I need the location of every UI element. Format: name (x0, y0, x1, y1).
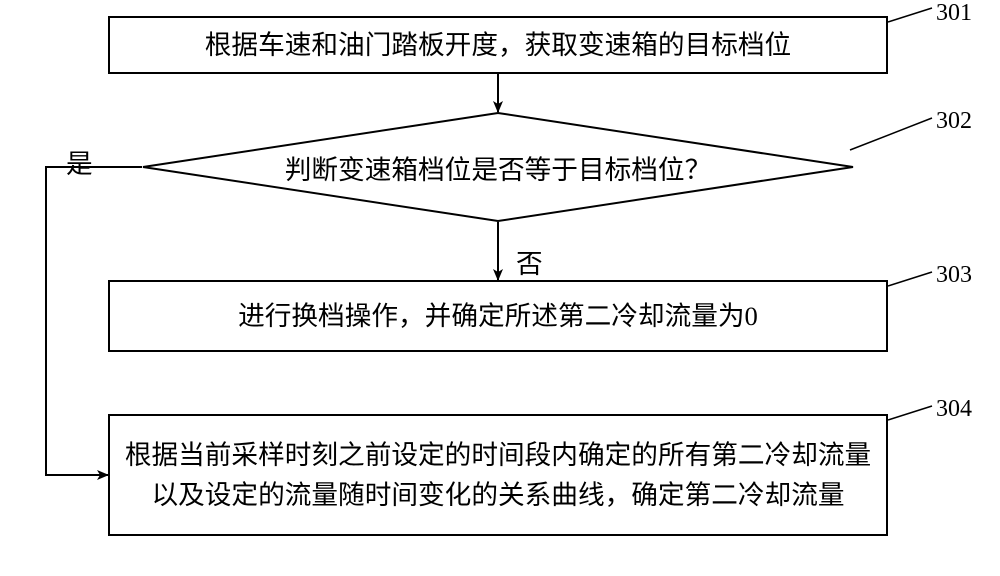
flowchart-canvas: 根据车速和油门踏板开度，获取变速箱的目标档位 判断变速箱档位是否等于目标档位？ … (0, 0, 1000, 576)
edge-label-no: 否 (516, 242, 543, 281)
decision-box-302: 判断变速箱档位是否等于目标档位？ (142, 112, 854, 222)
ref-label-301: 301 (936, 0, 972, 27)
ref-label-304: 304 (936, 396, 972, 423)
process-box-301: 根据车速和油门踏板开度，获取变速箱的目标档位 (108, 16, 888, 74)
decision-text-302: 判断变速箱档位是否等于目标档位？ (285, 148, 712, 187)
process-text-303: 进行换档操作，并确定所述第二冷却流量为0 (238, 296, 758, 336)
process-box-303: 进行换档操作，并确定所述第二冷却流量为0 (108, 280, 888, 352)
process-text-304: 根据当前采样时刻之前设定的时间段内确定的所有第二冷却流量以及设定的流量随时间变化… (120, 435, 876, 515)
process-box-304: 根据当前采样时刻之前设定的时间段内确定的所有第二冷却流量以及设定的流量随时间变化… (108, 414, 888, 536)
ref-label-302: 302 (936, 108, 972, 135)
process-text-301: 根据车速和油门踏板开度，获取变速箱的目标档位 (205, 25, 791, 65)
ref-label-303: 303 (936, 262, 972, 289)
edge-label-yes: 是 (66, 142, 93, 181)
